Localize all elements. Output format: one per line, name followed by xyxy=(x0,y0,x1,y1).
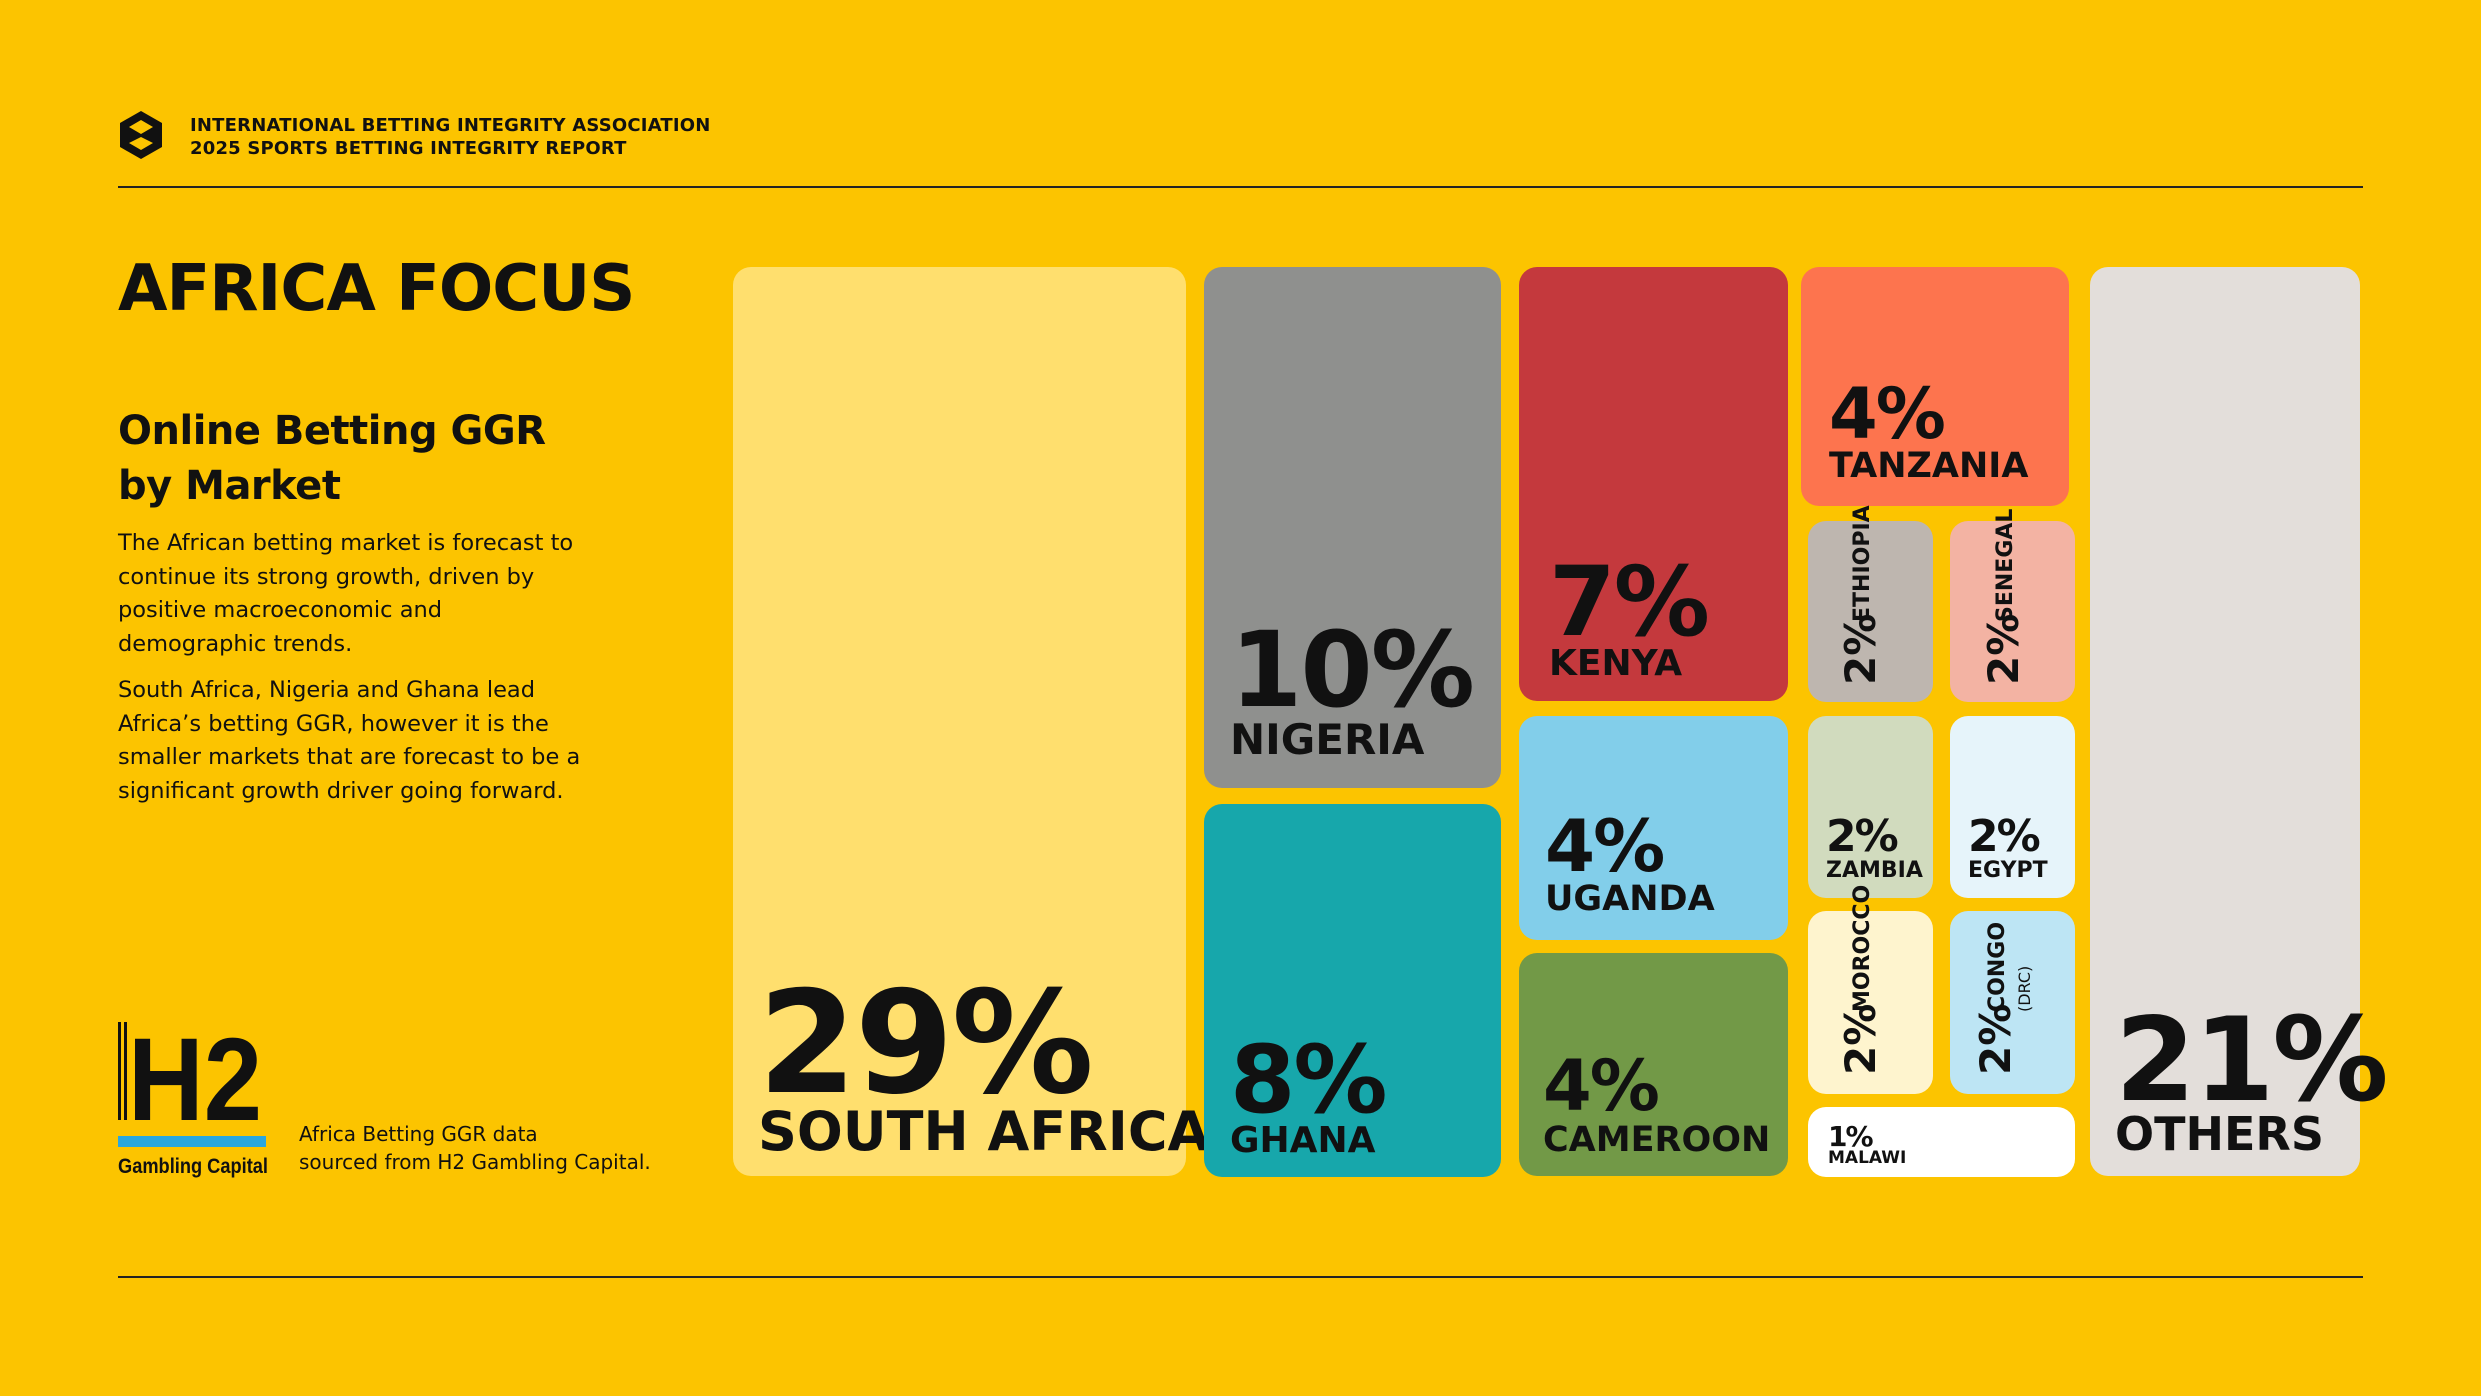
value-label-zambia: 2% xyxy=(1826,811,1898,862)
value-label-kenya: 7% xyxy=(1549,546,1708,658)
top-divider xyxy=(118,186,2363,188)
tile-rect-tanzania xyxy=(1801,267,2069,506)
bottom-divider xyxy=(118,1276,2363,1278)
market-label-ethiopia: ETHIOPIA xyxy=(1850,505,1875,622)
tile-rect-cameroon xyxy=(1519,953,1788,1176)
org-name: INTERNATIONAL BETTING INTEGRITY ASSOCIAT… xyxy=(190,115,711,136)
value-label-tanzania: 4% xyxy=(1829,373,1944,455)
market-label-zambia: ZAMBIA xyxy=(1826,858,1923,883)
page-title: AFRICA FOCUS xyxy=(118,252,635,326)
value-label-south-africa: 29% xyxy=(758,961,1092,1126)
value-label-senegal: 2% xyxy=(1979,614,2028,685)
tile-tanzania: 4%TANZANIA xyxy=(1801,267,2069,506)
intro-paragraph: The African betting market is forecast t… xyxy=(118,530,574,657)
tile-rect-zambia xyxy=(1808,716,1933,898)
tile-rect-uganda xyxy=(1519,716,1788,940)
market-sublabel-congo: (DRC) xyxy=(2015,966,2034,1012)
tile-congo: 2%CONGO (DRC) xyxy=(1950,911,2075,1094)
subtitle-line-1: Online Betting GGR xyxy=(118,408,546,454)
h2-gambling-capital-logo: H2 Gambling Capital xyxy=(118,1016,268,1178)
market-label-uganda: UGANDA xyxy=(1545,879,1715,919)
market-label-kenya: KENYA xyxy=(1549,643,1682,684)
tile-rect-others xyxy=(2090,267,2360,1176)
market-label-nigeria: NIGERIA xyxy=(1230,715,1425,764)
market-label-tanzania: TANZANIA xyxy=(1829,446,2028,486)
tile-morocco: 2%MOROCCO xyxy=(1808,885,1933,1094)
report-name: 2025 SPORTS BETTING INTEGRITY REPORT xyxy=(190,138,627,159)
tile-ghana: 8%GHANA xyxy=(1204,804,1501,1177)
market-label-south-africa: SOUTH AFRICA xyxy=(758,1100,1209,1163)
h2-logo-text: H2 xyxy=(128,1016,262,1146)
market-label-malawi: MALAWI xyxy=(1828,1148,1906,1168)
value-label-egypt: 2% xyxy=(1968,811,2040,862)
value-label-cameroon: 4% xyxy=(1543,1045,1658,1127)
tile-rect-egypt xyxy=(1950,716,2075,898)
tile-rect-morocco xyxy=(1808,911,1933,1094)
tile-south-africa: 29%SOUTH AFRICA xyxy=(733,267,1209,1176)
tile-others: 21%OTHERS xyxy=(2090,267,2389,1176)
market-label-senegal: SENEGAL xyxy=(1993,509,2018,622)
tile-senegal: 2%SENEGAL xyxy=(1950,509,2075,702)
tile-rect-malawi xyxy=(1808,1107,2075,1177)
tile-rect-ghana xyxy=(1204,804,1501,1177)
tile-ethiopia: 2%ETHIOPIA xyxy=(1808,505,1933,702)
value-label-nigeria: 10% xyxy=(1230,609,1473,731)
tile-rect-senegal xyxy=(1950,521,2075,702)
market-label-others: OTHERS xyxy=(2115,1107,2324,1161)
value-label-uganda: 4% xyxy=(1545,804,1663,888)
tile-zambia: 2%ZAMBIA xyxy=(1808,716,1933,898)
data-source-note: Africa Betting GGR data sourced from H2 … xyxy=(299,1120,679,1176)
value-label-congo: 2% xyxy=(1971,1004,2020,1075)
source-line-1: Africa Betting GGR data xyxy=(299,1122,538,1146)
market-label-egypt: EGYPT xyxy=(1968,858,2048,883)
tile-egypt: 2%EGYPT xyxy=(1950,716,2075,898)
tile-rect-congo xyxy=(1950,911,2075,1094)
value-label-morocco: 2% xyxy=(1836,1004,1885,1075)
tile-rect-kenya xyxy=(1519,267,1788,701)
tile-cameroon: 4%CAMEROON xyxy=(1519,953,1788,1176)
value-label-ghana: 8% xyxy=(1230,1026,1386,1135)
value-label-malawi: 1% xyxy=(1828,1120,1873,1153)
tile-rect-ethiopia xyxy=(1808,521,1933,702)
market-label-ghana: GHANA xyxy=(1230,1120,1376,1161)
value-label-others: 21% xyxy=(2115,993,2387,1128)
ibia-logo-icon xyxy=(120,111,162,159)
h2-logo-caption: Gambling Capital xyxy=(118,1155,268,1178)
h2-logo-bar xyxy=(118,1136,266,1147)
tile-nigeria: 10%NIGERIA xyxy=(1204,267,1501,788)
source-line-2: sourced from H2 Gambling Capital. xyxy=(299,1150,651,1174)
market-label-morocco: MOROCCO xyxy=(1850,885,1875,1012)
market-label-cameroon: CAMEROON xyxy=(1543,1120,1770,1160)
value-label-ethiopia: 2% xyxy=(1836,614,1885,685)
tile-rect-nigeria xyxy=(1204,267,1501,788)
report-header: INTERNATIONAL BETTING INTEGRITY ASSOCIAT… xyxy=(190,114,711,160)
tile-kenya: 7%KENYA xyxy=(1519,267,1788,701)
tile-rect-south-africa xyxy=(733,267,1186,1176)
detail-paragraph: South Africa, Nigeria and Ghana lead Afr… xyxy=(118,677,581,804)
market-label-congo: CONGO xyxy=(1985,922,2010,1012)
chart-subtitle: Online Betting GGR by Market xyxy=(118,404,638,514)
tile-uganda: 4%UGANDA xyxy=(1519,716,1788,940)
tile-malawi: 1%MALAWI xyxy=(1808,1107,2075,1177)
subtitle-line-2: by Market xyxy=(118,463,341,509)
